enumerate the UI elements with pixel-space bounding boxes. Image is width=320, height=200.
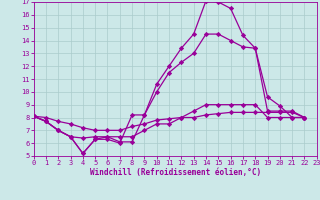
X-axis label: Windchill (Refroidissement éolien,°C): Windchill (Refroidissement éolien,°C) bbox=[90, 168, 261, 177]
